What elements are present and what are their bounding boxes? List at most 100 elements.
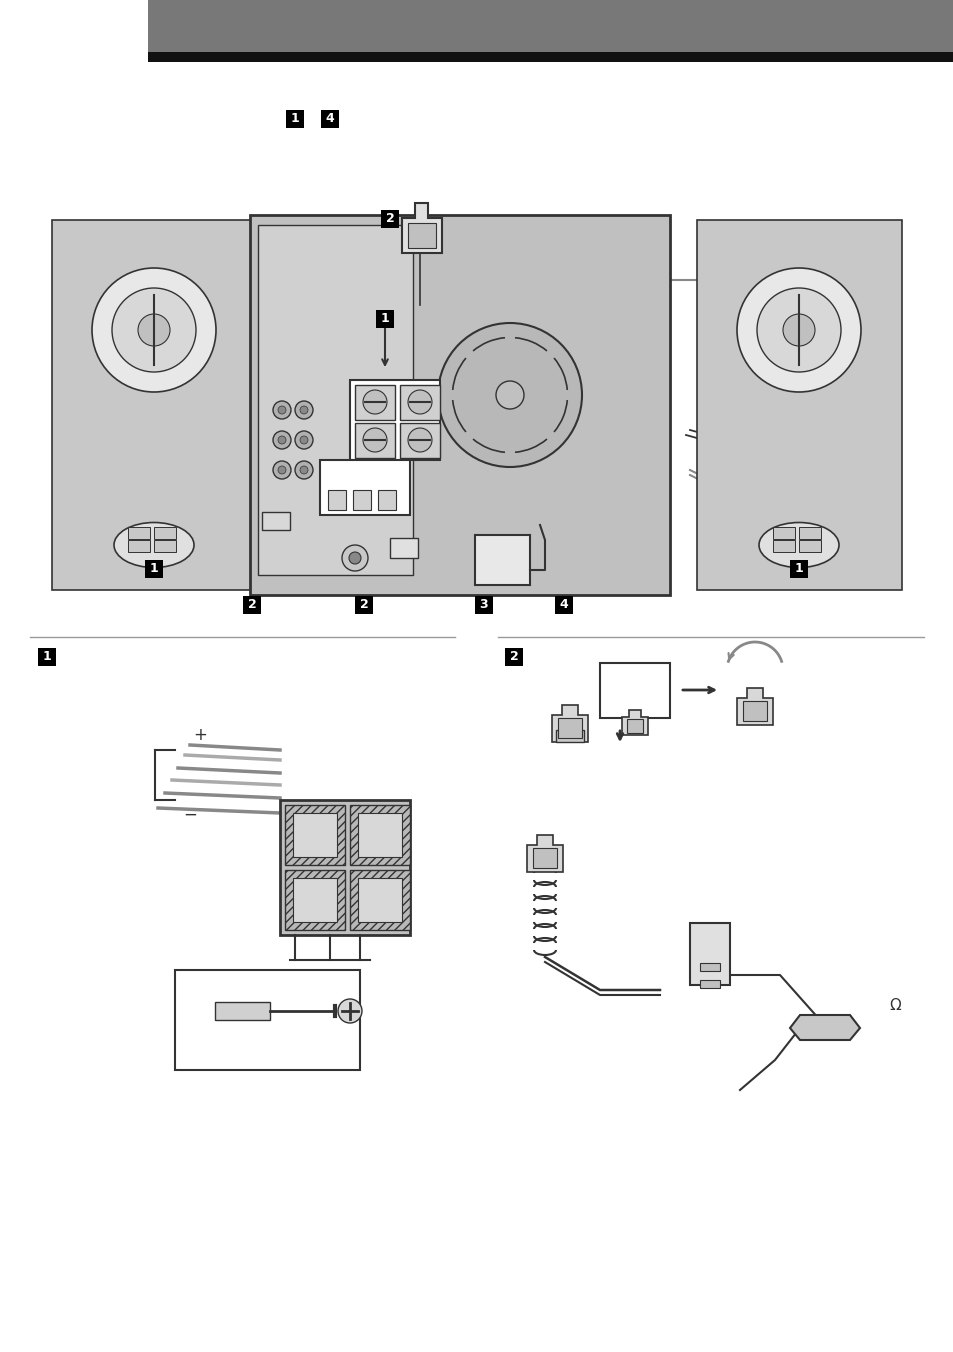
Bar xyxy=(799,539,821,552)
Bar xyxy=(243,596,261,614)
Circle shape xyxy=(363,429,387,452)
Circle shape xyxy=(337,999,361,1023)
Bar xyxy=(174,969,359,1069)
Bar xyxy=(52,220,256,589)
Bar xyxy=(293,813,336,857)
Bar xyxy=(700,980,720,988)
Circle shape xyxy=(277,435,286,443)
Bar xyxy=(355,423,395,458)
Bar xyxy=(319,460,410,515)
Circle shape xyxy=(437,323,581,466)
Circle shape xyxy=(408,429,432,452)
Bar xyxy=(789,560,807,579)
Polygon shape xyxy=(789,1015,859,1040)
Circle shape xyxy=(341,545,368,571)
Text: 1: 1 xyxy=(380,312,389,326)
Bar xyxy=(380,210,398,228)
Bar xyxy=(626,719,642,733)
Bar xyxy=(280,800,410,936)
Circle shape xyxy=(273,461,291,479)
Bar xyxy=(148,51,953,62)
Polygon shape xyxy=(526,836,562,872)
Bar xyxy=(128,527,150,539)
Bar xyxy=(285,804,345,865)
Text: −: − xyxy=(183,806,196,823)
Bar xyxy=(408,223,436,247)
Circle shape xyxy=(138,314,170,346)
Bar xyxy=(399,423,439,458)
Text: 1: 1 xyxy=(150,562,158,576)
Circle shape xyxy=(277,466,286,475)
Polygon shape xyxy=(737,688,772,725)
Circle shape xyxy=(496,381,523,410)
Circle shape xyxy=(349,552,360,564)
Bar xyxy=(375,310,394,329)
Bar xyxy=(475,535,530,585)
Bar xyxy=(350,869,410,930)
Text: 4: 4 xyxy=(559,599,568,611)
Text: 1: 1 xyxy=(43,650,51,664)
Bar xyxy=(555,596,573,614)
Bar xyxy=(697,220,901,589)
Bar xyxy=(153,539,175,552)
Text: 2: 2 xyxy=(359,599,368,611)
Bar xyxy=(799,527,821,539)
Bar xyxy=(148,0,953,62)
Polygon shape xyxy=(552,704,587,742)
Text: 2: 2 xyxy=(509,650,517,664)
Bar xyxy=(128,539,150,552)
Bar xyxy=(399,385,439,420)
Circle shape xyxy=(273,402,291,419)
Circle shape xyxy=(294,402,313,419)
Text: 1: 1 xyxy=(794,562,802,576)
Circle shape xyxy=(757,288,841,372)
Bar xyxy=(262,512,290,530)
Circle shape xyxy=(737,268,861,392)
Bar xyxy=(377,489,395,510)
Circle shape xyxy=(408,389,432,414)
Bar xyxy=(772,527,794,539)
Circle shape xyxy=(299,466,308,475)
Text: +: + xyxy=(193,726,207,744)
Bar xyxy=(700,963,720,971)
Circle shape xyxy=(294,431,313,449)
Bar xyxy=(328,489,346,510)
Bar xyxy=(153,527,175,539)
Circle shape xyxy=(294,461,313,479)
Bar xyxy=(599,662,669,718)
Bar xyxy=(390,538,417,558)
Text: 2: 2 xyxy=(385,212,394,226)
Ellipse shape xyxy=(113,522,193,568)
Bar xyxy=(145,560,163,579)
Circle shape xyxy=(277,406,286,414)
Bar xyxy=(772,539,794,552)
Bar xyxy=(533,848,557,868)
Bar xyxy=(689,923,729,986)
Bar xyxy=(293,877,336,922)
Bar xyxy=(286,110,304,128)
Text: 4: 4 xyxy=(325,112,334,126)
Bar xyxy=(475,596,493,614)
Bar xyxy=(320,110,338,128)
Circle shape xyxy=(299,406,308,414)
Bar xyxy=(357,813,401,857)
Circle shape xyxy=(112,288,195,372)
Bar xyxy=(357,877,401,922)
Bar xyxy=(214,1002,270,1019)
Text: 1: 1 xyxy=(291,112,299,126)
Bar xyxy=(350,380,439,460)
Circle shape xyxy=(273,431,291,449)
Polygon shape xyxy=(401,203,441,253)
Circle shape xyxy=(782,314,814,346)
Bar xyxy=(355,385,395,420)
Bar xyxy=(257,224,413,575)
Bar xyxy=(250,215,669,595)
Text: 3: 3 xyxy=(479,599,488,611)
Circle shape xyxy=(363,389,387,414)
Bar xyxy=(350,804,410,865)
Bar xyxy=(353,489,371,510)
Bar xyxy=(285,869,345,930)
Bar xyxy=(38,648,56,667)
Ellipse shape xyxy=(759,522,838,568)
Bar xyxy=(558,718,581,738)
